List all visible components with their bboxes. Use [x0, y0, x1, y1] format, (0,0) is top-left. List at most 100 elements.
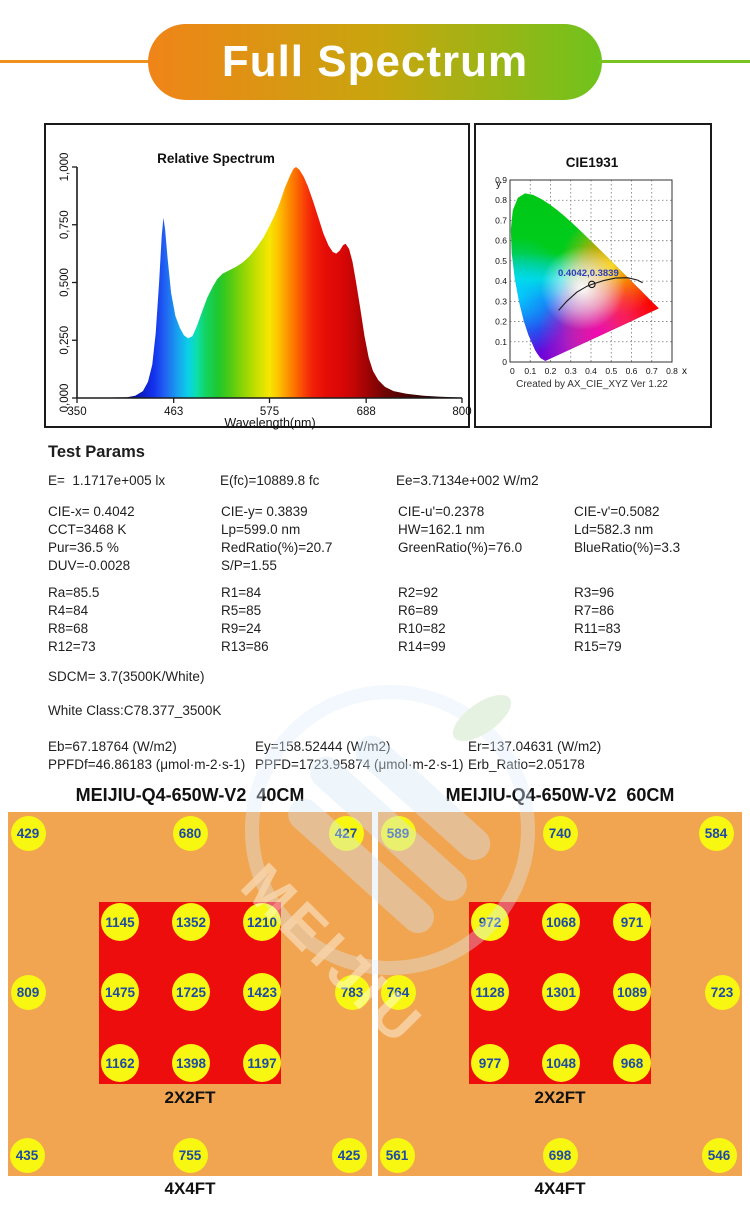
ppfd-value-circle: 1475	[101, 973, 139, 1011]
ppfd-value-circle: 584	[698, 815, 734, 851]
ppfd-value-circle: 809	[10, 974, 46, 1010]
svg-text:0.3: 0.3	[495, 296, 507, 306]
ppfd-value-circle: 972	[471, 903, 509, 941]
svg-text:0: 0	[502, 357, 507, 367]
svg-text:0.4: 0.4	[585, 366, 597, 376]
ppfd-map: 589 740 584 764 723 972 1068 971 1128 1301 1089 977…	[378, 812, 742, 1176]
param-value: R11=83	[574, 621, 621, 636]
inner-zone-label: 2X2FT	[534, 1088, 586, 1107]
banner-title: Full Spectrum	[221, 37, 529, 86]
svg-text:0.6: 0.6	[626, 366, 638, 376]
ppfd-value-circle: 1210	[243, 903, 281, 941]
param-value: DUV=-0.0028	[48, 558, 131, 573]
svg-text:575: 575	[260, 406, 279, 418]
ppfd-value-circle: 740	[542, 815, 578, 851]
svg-text:0,000: 0,000	[59, 384, 71, 413]
param-value: PPFD=1723.95874 (μmol·m-2·s-1)	[255, 757, 464, 772]
svg-text:0: 0	[510, 366, 515, 376]
param-value: BlueRatio(%)=3.3	[574, 540, 681, 555]
ppfd-value-circle: 1398	[172, 1044, 210, 1082]
cie-footer: Created by AX_CIE_XYZ Ver 1.22	[516, 379, 668, 390]
svg-text:0.7: 0.7	[646, 366, 658, 376]
svg-text:0,250: 0,250	[59, 326, 71, 355]
spectrum-title: Relative Spectrum	[157, 151, 275, 166]
test-params-heading: Test Params	[48, 443, 145, 461]
param-value: R6=89	[398, 603, 439, 618]
cie-tick-labels: 0 0.1 0.2 0.3 0.4 0.5 0.6 0.7 0.8 0.9 0 0.1 0.2 0.3 0.…	[495, 175, 678, 376]
svg-text:0.5: 0.5	[495, 256, 507, 266]
param-value: CCT=3468 K	[48, 522, 127, 537]
param-value: CIE-y= 0.3839	[221, 504, 308, 519]
param-value: Ey=158.52444 (W/m2)	[255, 739, 391, 754]
ppfd-value-circle: 723	[704, 974, 740, 1010]
cie-plot-border	[509, 179, 673, 363]
svg-text:800: 800	[452, 406, 471, 418]
svg-text:0.1: 0.1	[524, 366, 536, 376]
param-value: R14=99	[398, 639, 446, 654]
svg-text:0.4: 0.4	[495, 276, 507, 286]
param-value: R10=82	[398, 621, 446, 636]
ppfd-value-circle: 764	[380, 974, 416, 1010]
ppfd-value-circle: 1048	[542, 1044, 580, 1082]
svg-text:0.8: 0.8	[495, 195, 507, 205]
param-value: R5=85	[221, 603, 262, 618]
ppfd-value-circle: 680	[172, 815, 208, 851]
ppfd-value-circle: 971	[613, 903, 651, 941]
svg-text:0.6: 0.6	[495, 236, 507, 246]
param-value: R8=68	[48, 621, 89, 636]
chromaticity-point-marker	[588, 280, 596, 289]
outer-zone-label: 4X4FT	[164, 1179, 216, 1198]
relative-spectrum-chart: 0,000 0,250 0,500 0,750 1,000 350 463 575 688 800…	[59, 151, 472, 430]
ppfd-value-circle: 561	[379, 1137, 415, 1173]
ppfd-value-circle: 1162	[101, 1044, 139, 1082]
cie-title: CIE1931	[566, 155, 619, 170]
param-value: Ld=582.3 nm	[574, 522, 654, 537]
cie-x-letter: x	[682, 366, 687, 377]
svg-text:0.7: 0.7	[495, 216, 507, 226]
svg-text:0,750: 0,750	[59, 210, 71, 239]
outer-zone-label: 4X4FT	[534, 1179, 586, 1198]
ppfd-value-circle: 429	[10, 815, 46, 851]
inner-zone-label: 2X2FT	[164, 1088, 216, 1107]
svg-text:463: 463	[164, 406, 183, 418]
param-value: CIE-u'=0.2378	[398, 504, 485, 519]
cie1931-panel: CIE1931 0.4042,0.3839 0 0.1 0.2 0.3 0.4 0.5 0.…	[474, 123, 712, 428]
param-value: R15=79	[574, 639, 622, 654]
svg-text:0.2: 0.2	[545, 366, 557, 376]
ppfd-value-circle: 977	[471, 1044, 509, 1082]
param-value: R12=73	[48, 639, 96, 654]
svg-text:0.8: 0.8	[666, 366, 678, 376]
ppfd-value-circle: 1352	[172, 903, 210, 941]
ppfd-value-circle: 425	[331, 1137, 367, 1173]
banner-rule-right	[598, 60, 750, 63]
banner: Full Spectrum	[148, 24, 602, 100]
ppfd-value-circle: 1197	[243, 1044, 281, 1082]
cie1931-chart: CIE1931 0.4042,0.3839 0 0.1 0.2 0.3 0.4 0.5 0.…	[495, 155, 687, 390]
ppfd-value-circle: 427	[328, 815, 364, 851]
param-value: E(fc)=10889.8 fc	[220, 473, 320, 488]
spectrum-xaxis-label: Wavelength(nm)	[224, 416, 315, 430]
ppfd-value-circle: 1089	[613, 973, 651, 1011]
svg-text:0.9: 0.9	[495, 175, 507, 185]
ppfd-map-title: MEIJIU-Q4-650W-V2 40CM	[75, 785, 305, 805]
svg-text:0.5: 0.5	[605, 366, 617, 376]
svg-text:350: 350	[67, 406, 86, 418]
ppfd-value-circle: 1128	[471, 973, 509, 1011]
param-value: R1=84	[221, 585, 262, 600]
param-value: S/P=1.55	[221, 558, 277, 573]
param-value: R9=24	[221, 621, 262, 636]
spectrum-axes	[72, 166, 463, 403]
cie-y-letter: y	[496, 179, 501, 190]
ppfd-value-circle: 1145	[101, 903, 139, 941]
ppfd-value-circle: 1301	[542, 973, 580, 1011]
param-value: CIE-v'=0.5082	[574, 504, 660, 519]
param-value: Lp=599.0 nm	[221, 522, 301, 537]
svg-text:0,500: 0,500	[59, 268, 71, 297]
ppfd-value-circle: 1068	[542, 903, 580, 941]
ppfd-map: 429 680 427 809 783 1145 1352 1210 1475 1725 1423 1…	[8, 812, 372, 1176]
param-value: R3=96	[574, 585, 615, 600]
param-value: Ee=3.7134e+002 W/m2	[396, 473, 539, 488]
svg-text:0.2: 0.2	[495, 317, 507, 327]
svg-text:1,000: 1,000	[59, 153, 71, 182]
